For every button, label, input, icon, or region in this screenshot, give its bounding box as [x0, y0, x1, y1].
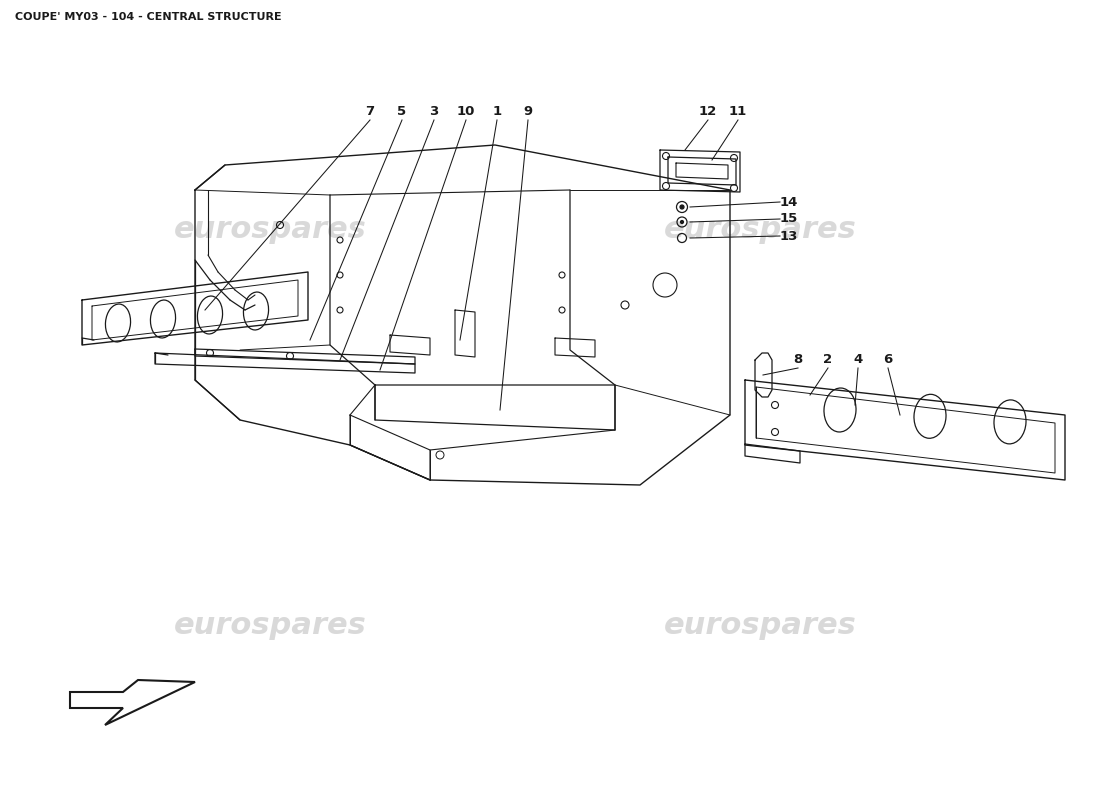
Text: 7: 7: [365, 105, 375, 118]
Polygon shape: [70, 680, 195, 725]
Text: 2: 2: [824, 353, 833, 366]
Text: eurospares: eurospares: [663, 610, 857, 639]
Text: 5: 5: [397, 105, 407, 118]
Text: 8: 8: [793, 353, 803, 366]
Text: 3: 3: [429, 105, 439, 118]
Text: 6: 6: [883, 353, 892, 366]
Text: COUPE' MY03 - 104 - CENTRAL STRUCTURE: COUPE' MY03 - 104 - CENTRAL STRUCTURE: [15, 12, 282, 22]
Text: 13: 13: [780, 230, 799, 242]
Ellipse shape: [681, 221, 683, 223]
Text: 12: 12: [698, 105, 717, 118]
Text: eurospares: eurospares: [174, 610, 366, 639]
Text: 15: 15: [780, 213, 799, 226]
Text: 10: 10: [456, 105, 475, 118]
Text: 9: 9: [524, 105, 532, 118]
Ellipse shape: [680, 205, 684, 209]
Text: 11: 11: [729, 105, 747, 118]
Text: eurospares: eurospares: [174, 215, 366, 245]
Text: 4: 4: [854, 353, 862, 366]
Text: eurospares: eurospares: [663, 215, 857, 245]
Text: 1: 1: [493, 105, 502, 118]
Text: 14: 14: [780, 195, 799, 209]
